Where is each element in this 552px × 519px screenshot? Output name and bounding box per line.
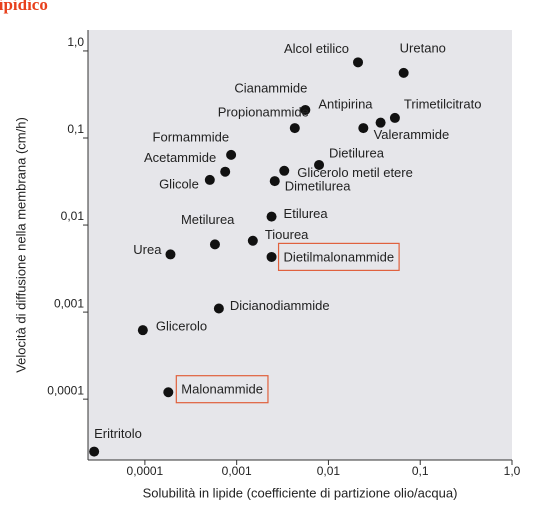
point [165, 249, 176, 260]
point [358, 123, 369, 134]
point [314, 159, 325, 170]
point [89, 446, 100, 457]
point [279, 165, 290, 176]
point-label: Antipirina [318, 97, 373, 112]
point [137, 325, 148, 336]
point [375, 117, 386, 128]
point-label: Eritritolo [94, 426, 142, 441]
point-label: Dimetilurea [285, 179, 352, 194]
point-label: Uretano [400, 40, 446, 55]
point [289, 123, 300, 134]
highlight-box [277, 242, 400, 271]
point [389, 112, 400, 123]
point-label: Propionammide [218, 105, 309, 120]
y-tick-label: 0,001 [54, 296, 84, 310]
point-label: Trimetilcitrato [404, 96, 482, 111]
point [300, 104, 311, 115]
x-tick-label: 0,01 [317, 464, 341, 478]
point-label: Alcol etilico [284, 41, 349, 56]
y-tick-label: 0,1 [67, 122, 84, 136]
point [247, 235, 258, 246]
y-tick-label: 1,0 [67, 35, 84, 49]
point [398, 67, 409, 78]
point-label: Dicianodiammide [230, 298, 330, 313]
point [266, 211, 277, 222]
point-label: Tiourea [265, 227, 309, 242]
point-label: Acetammide [144, 150, 216, 165]
point-label: Etilurea [284, 206, 329, 221]
point-label: Urea [133, 242, 162, 257]
point-label: Formammide [153, 129, 230, 144]
x-tick-label: 0,0001 [127, 464, 164, 478]
y-tick-label: 0,0001 [47, 383, 84, 397]
point [353, 57, 364, 68]
chart-title: lipidico [0, 0, 48, 14]
point [220, 166, 231, 177]
point [266, 251, 277, 262]
x-axis-label: Solubilità in lipide (coefficiente di pa… [143, 485, 458, 500]
point-label: Glicole [159, 176, 199, 191]
point-label: Glicerolo metil etere [297, 165, 413, 180]
plot-background [88, 30, 512, 460]
x-tick-label: 0,001 [222, 464, 252, 478]
point [213, 303, 224, 314]
point-label: Dietilurea [329, 145, 385, 160]
y-axis-label: Velocità di diffusione nella membrana (c… [13, 117, 28, 373]
point [163, 387, 174, 398]
point-label: Malonammide [181, 382, 263, 397]
point [226, 149, 237, 160]
point-label: Cianammide [234, 80, 307, 95]
point-label: Metilurea [181, 212, 235, 227]
x-tick-label: 0,1 [412, 464, 429, 478]
highlight-box [175, 375, 269, 404]
point [204, 174, 215, 185]
x-tick-label: 1,0 [504, 464, 521, 478]
point [269, 176, 280, 187]
y-tick-label: 0,01 [61, 209, 85, 223]
point [209, 239, 220, 250]
point-label: Dietilmalonammide [284, 249, 395, 264]
point-label: Glicerolo [156, 319, 207, 334]
point-label: Valerammide [374, 127, 450, 142]
